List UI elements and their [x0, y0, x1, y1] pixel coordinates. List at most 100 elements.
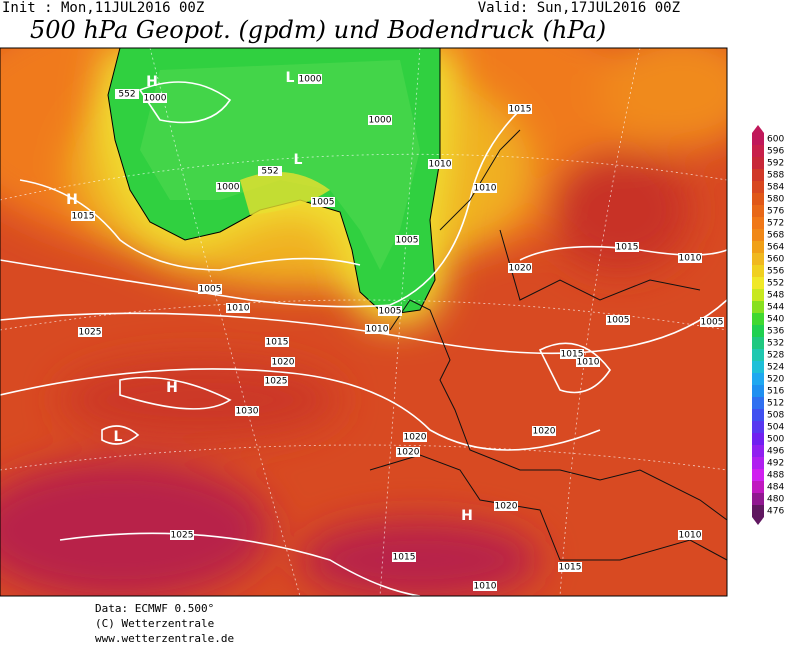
label-box — [606, 315, 630, 325]
footer-data: Data: ECMWF 0.500° — [95, 602, 214, 615]
colorbar-label: 540 — [767, 315, 784, 325]
isobar-label: 1005 — [607, 316, 630, 326]
colorbar-cell — [752, 337, 764, 349]
colorbar-label: 532 — [767, 339, 784, 349]
colorbar-cell — [752, 193, 764, 205]
isobar-label: 552 — [118, 90, 135, 100]
isobar-label: 1015 — [559, 563, 582, 573]
colorbar-cell — [752, 169, 764, 181]
colorbar-label: 504 — [767, 423, 784, 433]
colorbar-cell — [752, 313, 764, 325]
colorbar-cell — [752, 145, 764, 157]
colorbar-label: 564 — [767, 243, 784, 253]
colorbar-label: 596 — [767, 147, 784, 157]
isobar-label: 1010 — [474, 582, 497, 592]
colorbar-label: 516 — [767, 387, 784, 397]
isobar-label: 1025 — [265, 377, 288, 387]
label-box — [235, 406, 259, 416]
colorbar-cell — [752, 301, 764, 313]
colorbar-cell — [752, 325, 764, 337]
label-box — [473, 581, 497, 591]
colorbar-cell — [752, 349, 764, 361]
isobar-label: 1010 — [679, 254, 702, 264]
colorbar-cell — [752, 265, 764, 277]
isobar-label: 1000 — [217, 183, 240, 193]
isobar-label: 1010 — [474, 184, 497, 194]
label-box — [700, 317, 724, 327]
isobar-label: 1020 — [272, 358, 295, 368]
label-box — [71, 211, 95, 221]
colorbar-cell — [752, 457, 764, 469]
label-box — [258, 166, 282, 176]
isobar-label: 1025 — [171, 531, 194, 541]
pressure-center: H — [146, 74, 158, 90]
colorbar-cell — [752, 433, 764, 445]
map-labels: H 1000 552 L 1000 1000 1015 L 552 1010 1010 1000 100… — [66, 70, 724, 592]
colorbar-cell — [752, 445, 764, 457]
isobar-label: 552 — [261, 167, 278, 177]
isobar-label: 1010 — [679, 531, 702, 541]
colorbar-label: 588 — [767, 171, 784, 181]
colorbar-cell — [752, 421, 764, 433]
valid: Valid: Sun,17JUL2016 00Z — [478, 0, 680, 16]
colorbar-label: 520 — [767, 375, 784, 385]
label-box — [403, 432, 427, 442]
label-box — [264, 376, 288, 386]
label-box — [508, 104, 532, 114]
isobar-label: 1015 — [266, 338, 289, 348]
isobar-label: 1005 — [312, 198, 335, 208]
isobar-label: 1010 — [227, 304, 250, 314]
pressure-center: L — [286, 70, 295, 86]
colorbar-arrow — [752, 517, 764, 525]
colorbar-cell — [752, 229, 764, 241]
label-box — [78, 327, 102, 337]
colorbar-cell — [752, 277, 764, 289]
pressure-center: L — [114, 429, 123, 445]
colorbar-label: 524 — [767, 363, 784, 373]
label-box — [170, 530, 194, 540]
isobar-label: 1005 — [396, 236, 419, 246]
label-box — [311, 197, 335, 207]
colorbar-cell — [752, 241, 764, 253]
colorbar-label: 528 — [767, 351, 784, 361]
isobar-label: 1005 — [701, 318, 724, 328]
label-box — [198, 284, 222, 294]
isobar-label: 1020 — [404, 433, 427, 443]
footer-copyright: (C) Wetterzentrale — [95, 617, 214, 630]
isobar-label: 1010 — [577, 358, 600, 368]
label-box — [473, 183, 497, 193]
colorbar-label: 480 — [767, 495, 784, 505]
colorbar-arrow — [752, 125, 764, 133]
colorbar-cell — [752, 493, 764, 505]
colorbar-label: 600 — [767, 135, 784, 145]
colorbar-label: 536 — [767, 327, 784, 337]
colorbar-label: 592 — [767, 159, 784, 169]
label-box — [494, 501, 518, 511]
colorbar-cell — [752, 253, 764, 265]
colorbar-cell — [752, 289, 764, 301]
label-box — [558, 562, 582, 572]
colorbar-cell — [752, 397, 764, 409]
isobar-label: 1030 — [236, 407, 259, 417]
label-box — [560, 349, 584, 359]
isobar-label: 1015 — [561, 350, 584, 360]
label-box — [298, 74, 322, 84]
colorbar-label: 584 — [767, 183, 784, 193]
colorbar-label: 512 — [767, 399, 784, 409]
colorbar-label: 572 — [767, 219, 784, 229]
label-box — [678, 253, 702, 263]
colorbar-cell — [752, 409, 764, 421]
colorbar-label: 492 — [767, 459, 784, 469]
colorbar-cell — [752, 373, 764, 385]
colorbar-cell — [752, 205, 764, 217]
isobar-label: 1015 — [393, 553, 416, 563]
isobar-label: 1020 — [533, 427, 556, 437]
isobar-label: 1010 — [366, 325, 389, 335]
colorbar-cell — [752, 361, 764, 373]
label-box — [576, 357, 600, 367]
map — [0, 48, 727, 596]
colorbar-cell — [752, 481, 764, 493]
pressure-center: L — [294, 152, 303, 168]
colorbar-label: 508 — [767, 411, 784, 421]
label-box — [216, 182, 240, 192]
